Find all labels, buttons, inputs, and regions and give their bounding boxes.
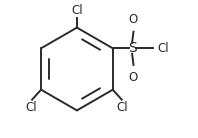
Text: O: O bbox=[129, 71, 138, 84]
Text: Cl: Cl bbox=[26, 101, 37, 114]
Text: Cl: Cl bbox=[71, 4, 83, 17]
Text: S: S bbox=[128, 41, 136, 55]
Text: O: O bbox=[129, 13, 138, 26]
Text: Cl: Cl bbox=[158, 42, 169, 55]
Text: Cl: Cl bbox=[117, 101, 128, 114]
